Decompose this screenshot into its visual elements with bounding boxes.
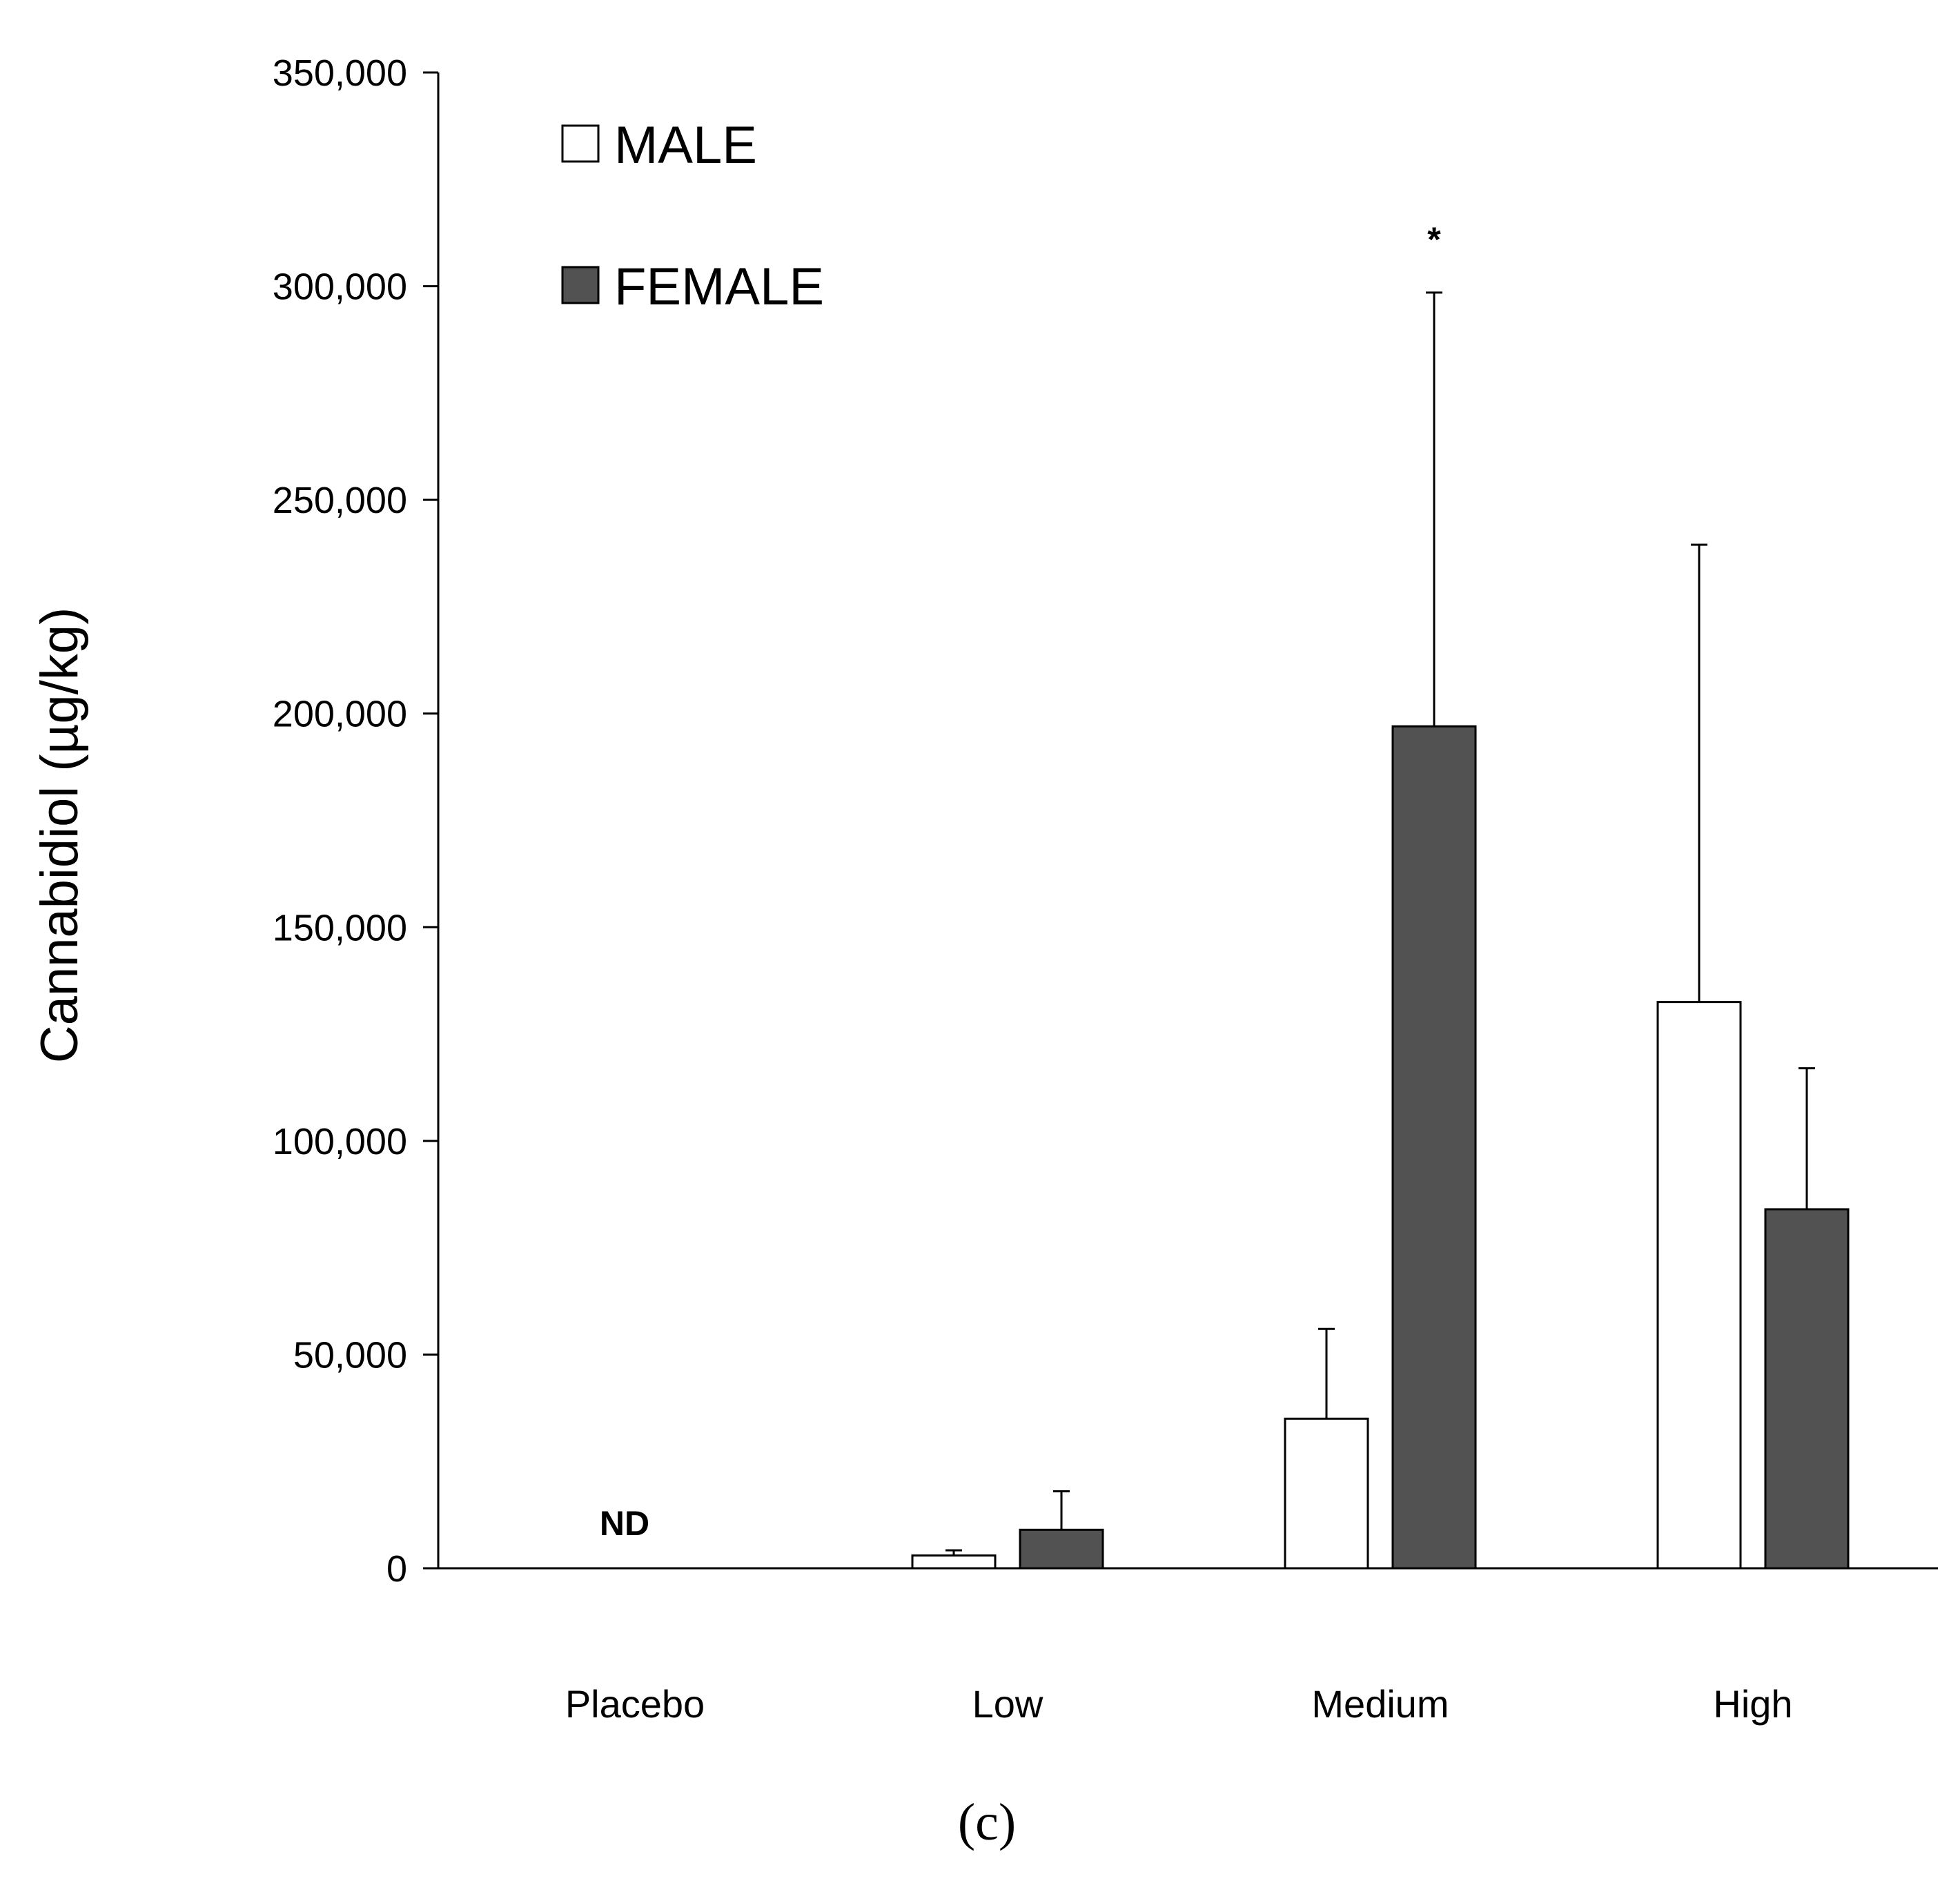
annotations: ND * [600, 220, 1441, 1543]
y-tick-label: 150,000 [273, 907, 407, 948]
x-category-label: High [1713, 1682, 1792, 1726]
bar-male-high [1656, 1001, 1742, 1570]
y-tick-label: 100,000 [273, 1121, 407, 1162]
bars [911, 725, 1850, 1570]
bar-female-high [1764, 1208, 1850, 1570]
bar-female-medium [1391, 725, 1477, 1570]
legend-label-male: MALE [614, 116, 757, 175]
not-detected-label: ND [600, 1504, 649, 1543]
error-bars [945, 291, 1815, 1556]
y-ticks: 0 50,000 100,000 150,000 200,000 250,000 300,0… [273, 52, 438, 1590]
y-tick-label: 0 [386, 1548, 407, 1590]
y-tick-label: 50,000 [293, 1334, 407, 1376]
y-tick-label: 250,000 [273, 480, 407, 521]
x-category-label: Low [972, 1682, 1043, 1726]
legend-label-female: FEMALE [614, 257, 824, 316]
significance-asterisk: * [1427, 220, 1441, 259]
figure-caption: (c) [958, 1793, 1016, 1851]
bar-female-low [1019, 1528, 1104, 1570]
legend: MALE FEMALE [561, 116, 824, 316]
y-axis-label: Cannabidiol (µg/kg) [30, 607, 89, 1064]
y-tick-label: 200,000 [273, 694, 407, 735]
bar-male-medium [1284, 1417, 1369, 1570]
x-category-label: Placebo [565, 1682, 705, 1726]
legend-swatch-female [561, 266, 600, 304]
legend-swatch-male [561, 124, 600, 163]
y-tick-label: 300,000 [273, 266, 407, 308]
x-category-label: Medium [1311, 1682, 1449, 1726]
bar-male-low [911, 1554, 997, 1570]
x-categories: Placebo Low Medium High [565, 1682, 1793, 1726]
y-tick-label: 350,000 [273, 52, 407, 94]
